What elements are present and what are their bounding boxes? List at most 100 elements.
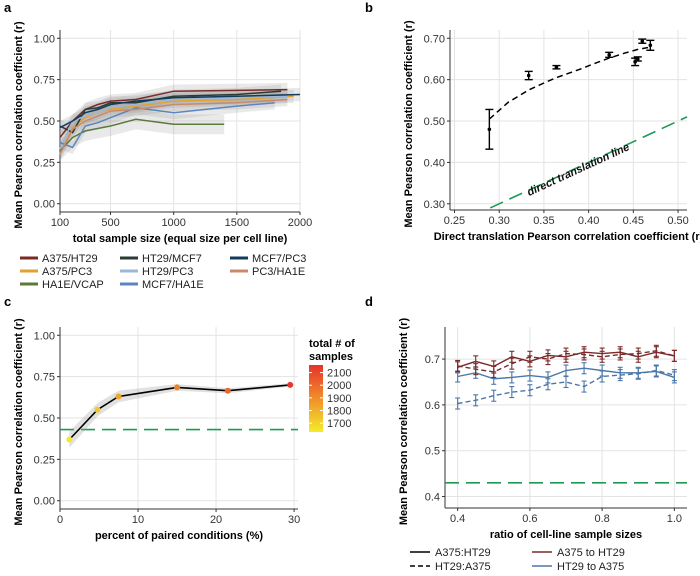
d-legend-label: HT29:A375 — [435, 561, 491, 573]
c-colorbar-tick-label: 1700 — [327, 418, 351, 430]
a-y-tick-label: 1.00 — [34, 33, 55, 45]
a-legend-label: MCF7/PC3 — [252, 253, 306, 265]
panel-letter-d: d — [365, 294, 373, 309]
c-data-point — [224, 387, 231, 394]
c-data-point — [287, 381, 294, 388]
c-colorbar-title: total # of — [309, 338, 355, 350]
c-y-tick-label: 1.00 — [34, 330, 55, 342]
c-y-tick-label: 0.75 — [34, 372, 55, 384]
b-x-tick-label: 0.35 — [533, 215, 554, 227]
b-y-tick-label: 0.30 — [424, 199, 445, 211]
b-y-tick-label: 0.50 — [424, 116, 445, 128]
b-panel: 0.25 0.30 0.35 0.40 0.45 0.50 0.30 0.40 0.50 0.60… — [403, 20, 700, 243]
c-colorbar-tick-label: 1800 — [327, 406, 351, 418]
d-panel: 0.4 0.6 0.8 1.0 0.4 0.5 0.6 0.7 ratio of cell-li… — [398, 318, 687, 573]
c-data-point — [94, 406, 101, 413]
c-data-point — [66, 436, 73, 443]
a-legend-label: A375/PC3 — [42, 266, 92, 278]
b-data-point — [554, 65, 559, 70]
a-x-tick-label: 1500 — [225, 217, 249, 229]
d-y-tick-label: 0.4 — [425, 492, 440, 504]
d-x-tick-label: 0.8 — [594, 513, 609, 525]
b-x-axis-label: Direct translation Pearson correlation c… — [434, 231, 700, 243]
a-y-tick-label: 0.75 — [34, 75, 55, 87]
d-y-axis-label: Mean Pearson correlation coefficient (r) — [398, 318, 410, 526]
a-x-tick-label: 2000 — [288, 217, 312, 229]
b-data-point — [640, 39, 645, 43]
a-y-tick-label: 0.25 — [34, 157, 55, 169]
c-confidence-band — [69, 383, 291, 448]
b-data-point — [487, 127, 492, 132]
a-series-line-ht29-pc3 — [59, 95, 288, 150]
a-legend-label: HA1E/VCAP — [42, 279, 104, 291]
c-x-tick-label: 10 — [132, 514, 144, 526]
b-x-tick-label: 0.40 — [578, 215, 599, 227]
b-x-tick-label: 0.30 — [488, 215, 509, 227]
b-y-tick-label: 0.40 — [424, 157, 445, 169]
panel-letter-a: a — [4, 0, 12, 15]
b-x-tick-label: 0.25 — [444, 215, 465, 227]
a-x-tick-label: 1000 — [161, 217, 185, 229]
a-x-axis-label: total sample size (equal size per cell l… — [73, 233, 288, 245]
b-data-point — [636, 57, 640, 61]
c-colorbar-tick-label: 1900 — [327, 393, 351, 405]
b-y-tick-label: 0.70 — [424, 33, 445, 45]
panel-letter-b: b — [365, 0, 373, 15]
a-legend-label: MCF7/HA1E — [142, 279, 204, 291]
a-legend-label: HT29/PC3 — [142, 266, 193, 278]
d-legend-label: HT29 to A375 — [557, 561, 624, 573]
a-confidence-band — [60, 92, 288, 161]
d-y-tick-label: 0.6 — [425, 400, 440, 412]
c-y-tick-label: 0.00 — [34, 496, 55, 508]
d-legend-label: A375:HT29 — [435, 547, 491, 559]
b-y-axis-label: Mean Pearson correlation coefficient (r) — [403, 20, 415, 228]
c-series-line — [68, 384, 291, 441]
b-data-point — [648, 43, 653, 48]
d-x-tick-label: 0.6 — [522, 513, 537, 525]
a-series-line-pc3-ha1e — [59, 98, 288, 155]
c-x-tick-label: 0 — [57, 514, 63, 526]
a-x-tick-label: 500 — [101, 217, 119, 229]
a-y-axis-label: Mean Pearson correlation coefficient (r) — [13, 21, 25, 229]
a-confidence-band — [60, 82, 288, 145]
c-x-tick-label: 30 — [288, 514, 300, 526]
b-fit-curve — [488, 46, 651, 120]
b-plot-area — [450, 30, 687, 210]
a-confidence-band — [60, 89, 288, 156]
c-colorbar-tick-label: 2000 — [327, 380, 351, 392]
c-x-tick-label: 20 — [210, 514, 222, 526]
c-colorbar-title: samples — [309, 351, 353, 363]
a-legend-label: PC3/HA1E — [252, 266, 305, 278]
c-panel: 0 10 20 30 0.00 0.25 0.50 0.75 1.00 percent of pa… — [13, 318, 355, 542]
b-y-tick-label: 0.60 — [424, 75, 445, 87]
plots: 100 500 1000 1500 20000.000.250.500.751.00to… — [13, 20, 700, 573]
a-series-line-ht29-mcf7 — [59, 90, 282, 134]
c-data-point — [115, 393, 122, 400]
a-x-tick-label: 100 — [51, 217, 69, 229]
c-x-axis-label: percent of paired conditions (%) — [95, 530, 263, 542]
a-legend-label: HT29/MCF7 — [142, 253, 202, 265]
b-data-point — [526, 73, 531, 78]
c-data-point — [174, 384, 181, 391]
b-direct-translation-line — [489, 116, 688, 209]
d-legend-label: A375 to HT29 — [557, 547, 625, 559]
a-series-line-ha1e-vcap — [59, 118, 225, 152]
a-series-line-mcf7-pc3 — [59, 93, 301, 129]
a-legend-label: A375/HT29 — [42, 253, 98, 265]
d-y-tick-label: 0.5 — [425, 446, 440, 458]
a-series-line-a375-ht29 — [59, 88, 288, 138]
d-x-axis-label: ratio of cell-line sample sizes — [490, 529, 642, 541]
d-x-tick-label: 1.0 — [667, 513, 682, 525]
d-x-tick-label: 0.4 — [450, 513, 465, 525]
panel-letter-c: c — [4, 294, 11, 309]
c-colorbar-tick-label: 2100 — [327, 368, 351, 380]
c-y-tick-label: 0.50 — [34, 413, 55, 425]
c-y-axis-label: Mean Pearson correlation coefficient (r) — [13, 318, 25, 526]
c-colorbar — [309, 365, 323, 432]
b-x-tick-label: 0.45 — [623, 215, 644, 227]
a-series-line-mcf7-ha1e — [59, 102, 275, 149]
b-x-tick-label: 0.50 — [667, 215, 688, 227]
a-y-tick-label: 0.50 — [34, 116, 55, 128]
c-y-tick-label: 0.25 — [34, 454, 55, 466]
